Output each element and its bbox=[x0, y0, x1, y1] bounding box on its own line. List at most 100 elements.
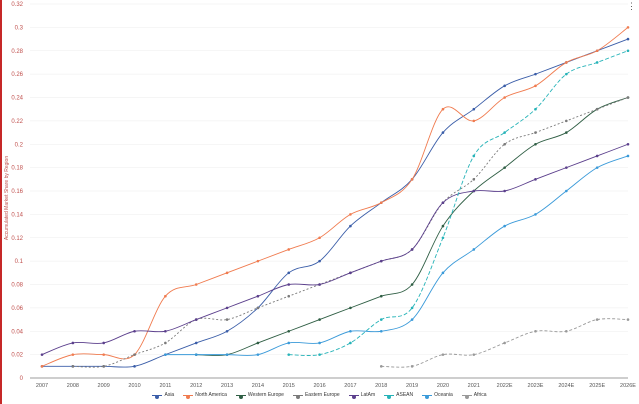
data-point bbox=[472, 119, 476, 123]
chart-menu-icon[interactable]: ⋮ bbox=[627, 1, 636, 11]
y-tick-label: 0.26 bbox=[11, 72, 23, 78]
data-point bbox=[379, 318, 383, 321]
legend-item[interactable]: Oceania bbox=[422, 392, 453, 399]
data-point bbox=[503, 131, 506, 134]
x-tick-label: 2023E bbox=[528, 383, 544, 389]
data-point bbox=[102, 353, 105, 356]
data-point bbox=[256, 341, 260, 345]
data-point bbox=[318, 353, 321, 356]
x-tick-label: 2022E bbox=[497, 383, 513, 389]
data-point bbox=[626, 49, 630, 53]
data-point bbox=[349, 213, 352, 216]
data-point bbox=[626, 142, 630, 146]
legend-item[interactable]: ASEAN bbox=[384, 392, 413, 399]
data-point bbox=[164, 353, 167, 356]
data-point bbox=[287, 353, 291, 356]
data-point bbox=[626, 318, 630, 321]
data-point bbox=[565, 131, 568, 134]
series-line bbox=[41, 27, 629, 367]
data-point bbox=[287, 341, 291, 345]
x-tick-label: 2024E bbox=[558, 383, 574, 389]
data-point bbox=[318, 259, 321, 263]
data-point bbox=[472, 353, 476, 356]
y-tick-label: 0.14 bbox=[11, 212, 23, 218]
x-tick-label: 2008 bbox=[67, 383, 79, 389]
legend-label: Africa bbox=[473, 392, 487, 398]
x-tick-label: 2025E bbox=[589, 383, 605, 389]
x-tick-label: 2020 bbox=[437, 383, 449, 389]
y-tick-label: 0.08 bbox=[11, 283, 23, 289]
series-2 bbox=[194, 96, 630, 356]
data-point bbox=[225, 318, 229, 321]
data-point bbox=[565, 61, 568, 64]
data-point bbox=[441, 236, 445, 240]
data-point bbox=[503, 224, 506, 228]
data-point bbox=[534, 72, 537, 76]
data-point bbox=[225, 306, 229, 310]
legend-item[interactable]: Africa bbox=[461, 392, 487, 399]
series-line bbox=[288, 50, 629, 356]
data-point bbox=[194, 341, 198, 345]
data-point bbox=[534, 107, 537, 111]
series-6 bbox=[164, 154, 630, 356]
data-point bbox=[410, 306, 414, 310]
data-point bbox=[256, 294, 260, 298]
data-point bbox=[379, 365, 383, 368]
y-tick-label: 0.16 bbox=[11, 189, 23, 195]
y-tick-label: 0.24 bbox=[11, 96, 23, 102]
chart-grid bbox=[30, 3, 628, 379]
data-point bbox=[534, 329, 537, 333]
data-point bbox=[472, 178, 476, 181]
data-point bbox=[410, 283, 414, 286]
data-point bbox=[503, 189, 506, 193]
data-point bbox=[410, 365, 414, 368]
data-point bbox=[534, 213, 537, 216]
series-layer bbox=[40, 26, 630, 368]
legend-swatch bbox=[292, 394, 303, 399]
data-point bbox=[503, 341, 506, 345]
data-point bbox=[441, 224, 445, 228]
legend-label: Western Europe bbox=[247, 392, 284, 398]
y-tick-label: 0.18 bbox=[11, 166, 23, 172]
data-point bbox=[287, 248, 291, 251]
data-point bbox=[534, 131, 537, 134]
legend-item[interactable]: Eastern Europe bbox=[292, 392, 340, 399]
data-point bbox=[40, 365, 44, 368]
series-line bbox=[42, 38, 629, 368]
data-point bbox=[595, 107, 599, 111]
data-point bbox=[256, 259, 260, 263]
y-tick-label: 0.2 bbox=[15, 142, 24, 148]
legend-swatch bbox=[152, 394, 163, 399]
data-point bbox=[626, 37, 630, 41]
data-point bbox=[565, 119, 568, 123]
data-point bbox=[318, 341, 321, 345]
data-point bbox=[349, 329, 352, 333]
legend-item[interactable]: LatAm bbox=[348, 392, 375, 399]
y-tick-label: 0.3 bbox=[15, 25, 24, 31]
data-point bbox=[595, 49, 599, 53]
series-7 bbox=[379, 318, 630, 368]
data-point bbox=[225, 329, 229, 333]
x-tick-label: 2007 bbox=[36, 383, 48, 389]
series-line bbox=[41, 143, 629, 356]
data-point bbox=[565, 72, 568, 76]
data-point bbox=[410, 248, 414, 251]
legend-item[interactable]: Asia bbox=[152, 392, 174, 399]
legend-item[interactable]: Western Europe bbox=[235, 392, 284, 399]
data-point bbox=[164, 294, 167, 298]
data-point bbox=[133, 353, 136, 356]
x-tick-label: 2010 bbox=[128, 383, 140, 389]
y-tick-label: 0.02 bbox=[11, 353, 23, 359]
legend-swatch bbox=[461, 394, 472, 399]
data-point bbox=[472, 107, 476, 111]
legend-item[interactable]: North America bbox=[183, 392, 227, 399]
y-tick-label: 0.22 bbox=[11, 119, 23, 125]
data-point bbox=[379, 201, 383, 204]
x-tick-label: 2011 bbox=[159, 383, 171, 389]
legend-label: Oceania bbox=[434, 392, 453, 398]
y-tick-label: 0.32 bbox=[11, 2, 23, 8]
data-point bbox=[71, 341, 75, 345]
y-tick-label: 0.28 bbox=[11, 49, 23, 55]
data-point bbox=[71, 353, 75, 356]
legend: Asia North America Western Europe Eastern E… bbox=[0, 392, 639, 399]
